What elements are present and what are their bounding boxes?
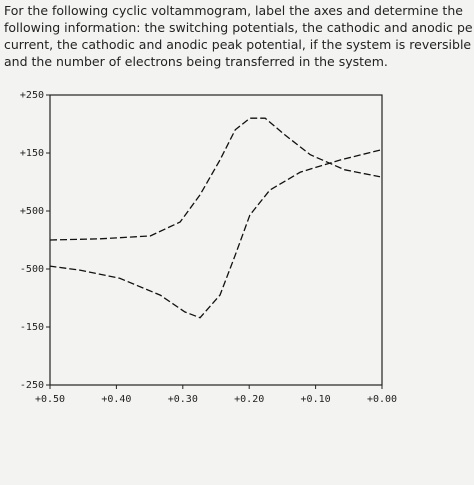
question-text: For the following cyclic voltammogram, l… xyxy=(4,2,472,70)
question-line: For the following cyclic voltammogram, l… xyxy=(4,3,463,18)
question-line: following information: the switching pot… xyxy=(4,20,472,35)
y-tick-label: +250 xyxy=(20,90,44,101)
y-tick-label: -150 xyxy=(20,322,44,333)
x-tick-label: +0.00 xyxy=(367,394,397,405)
question-line: current, the cathodic and anodic peak po… xyxy=(4,37,472,52)
plot-frame xyxy=(49,94,383,386)
x-tick-label: +0.50 xyxy=(35,394,65,405)
y-tick-label: -250 xyxy=(20,380,44,391)
x-tick-label: +0.10 xyxy=(301,394,331,405)
voltammogram-curve xyxy=(49,117,381,241)
y-tick-label: +500 xyxy=(20,206,44,217)
voltammogram-curve xyxy=(49,149,381,319)
y-tick-label: -500 xyxy=(20,264,44,275)
chart: +250 +150 +500 -500 -150 -250 +0.50 +0.40 +0.30 +… xyxy=(20,90,397,405)
x-tick-label: +0.30 xyxy=(168,394,198,405)
x-tick-label: +0.20 xyxy=(234,394,264,405)
y-tick-label: +150 xyxy=(20,148,44,159)
question-line: and the number of electrons being transf… xyxy=(4,54,388,69)
x-tick-label: +0.40 xyxy=(101,394,131,405)
